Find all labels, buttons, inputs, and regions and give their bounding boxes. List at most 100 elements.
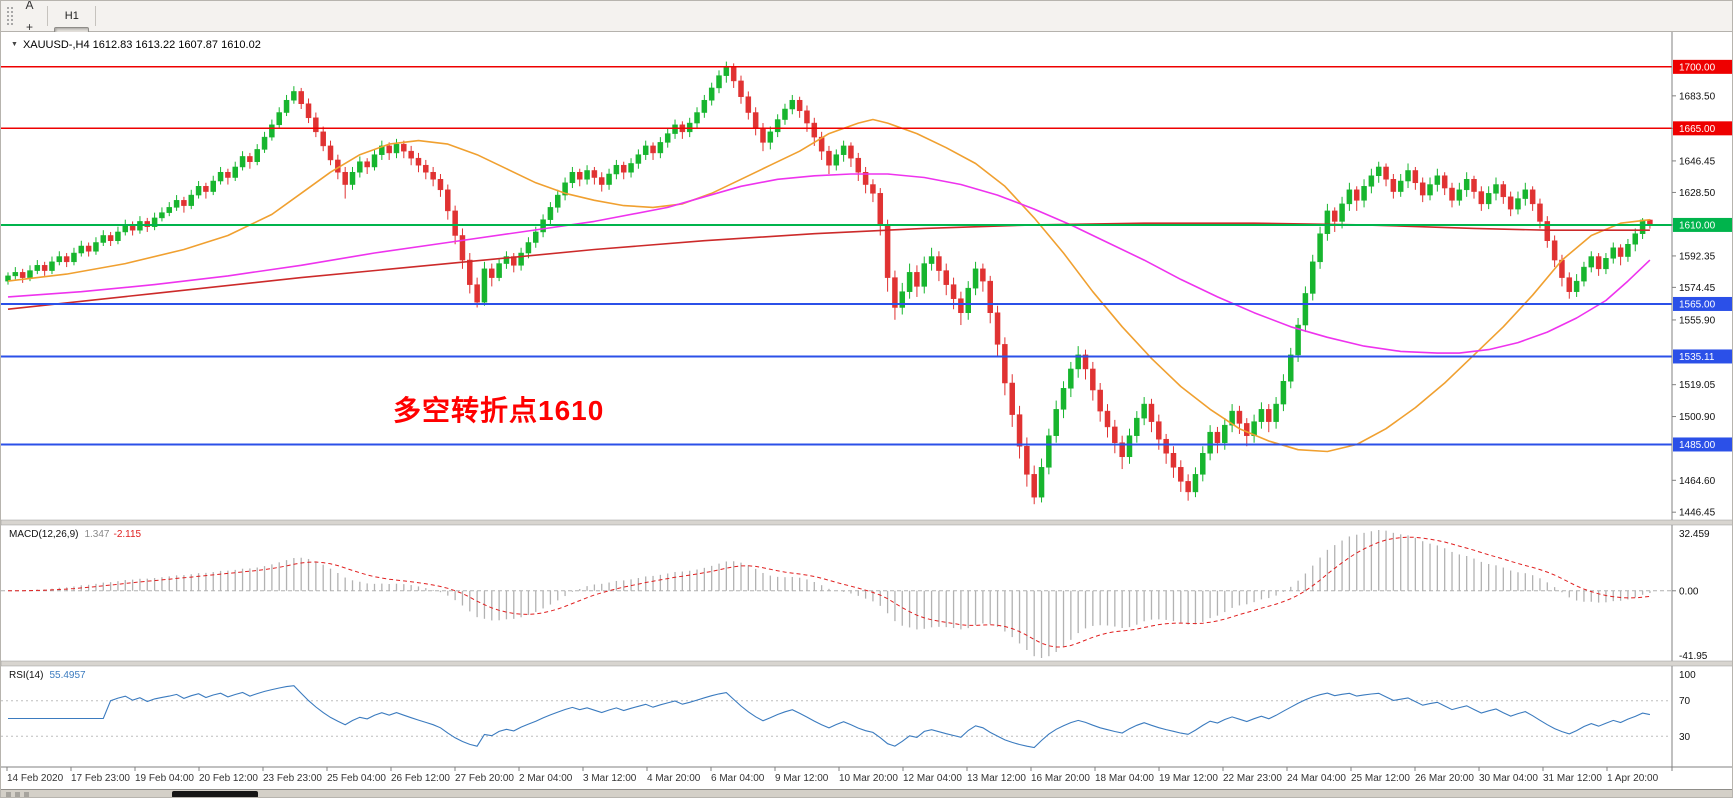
candle (151, 217, 158, 227)
price-tag-1610.00 (1673, 217, 1732, 232)
candle (1573, 280, 1580, 292)
candle (1478, 191, 1485, 205)
svg-text:1574.45: 1574.45 (1679, 283, 1716, 294)
candle (620, 164, 627, 173)
candle (85, 245, 92, 252)
candle (137, 221, 143, 231)
candle (78, 245, 85, 254)
svg-text:19 Feb 04:00: 19 Feb 04:00 (135, 773, 194, 784)
candle (1639, 219, 1646, 234)
svg-text:1610.00: 1610.00 (1679, 220, 1716, 231)
candle (481, 268, 488, 303)
svg-text:12 Mar 04:00: 12 Mar 04:00 (903, 773, 962, 784)
panel-splitter[interactable] (1, 519, 1733, 526)
candle (100, 235, 107, 243)
candle (1632, 233, 1639, 245)
toolbar-grip[interactable] (6, 6, 13, 26)
candle (943, 270, 949, 285)
svg-text:17 Feb 23:00: 17 Feb 23:00 (71, 773, 130, 784)
candle (928, 256, 935, 264)
candle (686, 122, 693, 133)
candle (1302, 293, 1309, 326)
candle (569, 171, 576, 184)
candle (525, 242, 532, 254)
text-annotation-icon[interactable]: A (25, 0, 34, 12)
svg-text:1628.50: 1628.50 (1679, 188, 1716, 199)
svg-text:1700.00: 1700.00 (1679, 62, 1716, 73)
one-click-trading-arrow[interactable]: ▼ (11, 41, 18, 48)
candle (195, 186, 202, 196)
candle (899, 291, 906, 308)
candle (232, 166, 238, 178)
candle (474, 284, 480, 303)
candle (217, 171, 224, 182)
candle (1361, 186, 1367, 201)
candle (1309, 261, 1316, 294)
svg-text:26 Feb 12:00: 26 Feb 12:00 (391, 773, 450, 784)
candle (730, 66, 737, 82)
candle (540, 219, 546, 233)
candle (71, 252, 77, 263)
candle (1331, 210, 1338, 222)
candle (115, 231, 121, 241)
candle (672, 124, 678, 134)
candle (144, 221, 151, 227)
candle (173, 200, 180, 208)
svg-text:14 Feb 2020: 14 Feb 2020 (7, 773, 64, 784)
candle (364, 161, 370, 168)
candle (833, 154, 840, 166)
panel-splitter[interactable] (1, 660, 1733, 667)
candle (1515, 198, 1521, 210)
taskbar (1, 789, 1732, 797)
taskbar-icon[interactable] (15, 792, 20, 797)
candle (613, 164, 620, 175)
svg-text:27 Feb 20:00: 27 Feb 20:00 (455, 773, 514, 784)
candle (1236, 410, 1243, 424)
candle (1551, 240, 1558, 261)
svg-text:2 Mar 04:00: 2 Mar 04:00 (519, 773, 573, 784)
price-tag-1535.11 (1673, 349, 1732, 364)
candle (1002, 344, 1008, 384)
candle (166, 207, 173, 213)
svg-text:1665.00: 1665.00 (1679, 124, 1716, 135)
chart-canvas[interactable]: 1683.50 1665.00 1646.45 1628.50 1610.00 1592.… (1, 32, 1733, 789)
candle (1493, 184, 1499, 194)
candle (1566, 277, 1573, 292)
svg-text:13 Mar 12:00: 13 Mar 12:00 (967, 773, 1026, 784)
candle (1214, 431, 1221, 443)
candle (914, 272, 920, 287)
candle (533, 231, 539, 243)
candle (518, 252, 524, 266)
svg-text:30: 30 (1679, 732, 1691, 743)
price-tag-1665.00 (1673, 121, 1732, 136)
svg-text:30 Mar 04:00: 30 Mar 04:00 (1479, 773, 1538, 784)
candle (1024, 445, 1030, 475)
taskbar-icon[interactable] (24, 792, 29, 797)
candle (1097, 389, 1103, 412)
candle (950, 284, 957, 299)
candle (1500, 184, 1507, 198)
ma-medium-magenta (7, 173, 1651, 354)
candle (283, 99, 290, 113)
candle (298, 91, 304, 104)
candle (1353, 189, 1360, 201)
ma-slow-red (7, 222, 1650, 310)
crosshair-icon[interactable]: + (26, 20, 34, 34)
candle (1170, 453, 1177, 468)
taskbar-icon[interactable] (6, 792, 11, 797)
candle (1346, 189, 1353, 205)
candle (716, 75, 722, 89)
taskbar-active-item[interactable] (172, 791, 258, 797)
candle (1617, 247, 1624, 257)
candle (1031, 474, 1037, 498)
candle (1625, 244, 1631, 257)
candle (1134, 417, 1140, 436)
candle (225, 171, 231, 178)
candle (34, 265, 41, 271)
candle (1244, 423, 1250, 436)
candle (906, 272, 913, 292)
timeframe-h1-button[interactable]: H1 (64, 10, 79, 22)
candle (49, 261, 55, 271)
candle (1419, 182, 1426, 196)
candle (210, 180, 216, 192)
